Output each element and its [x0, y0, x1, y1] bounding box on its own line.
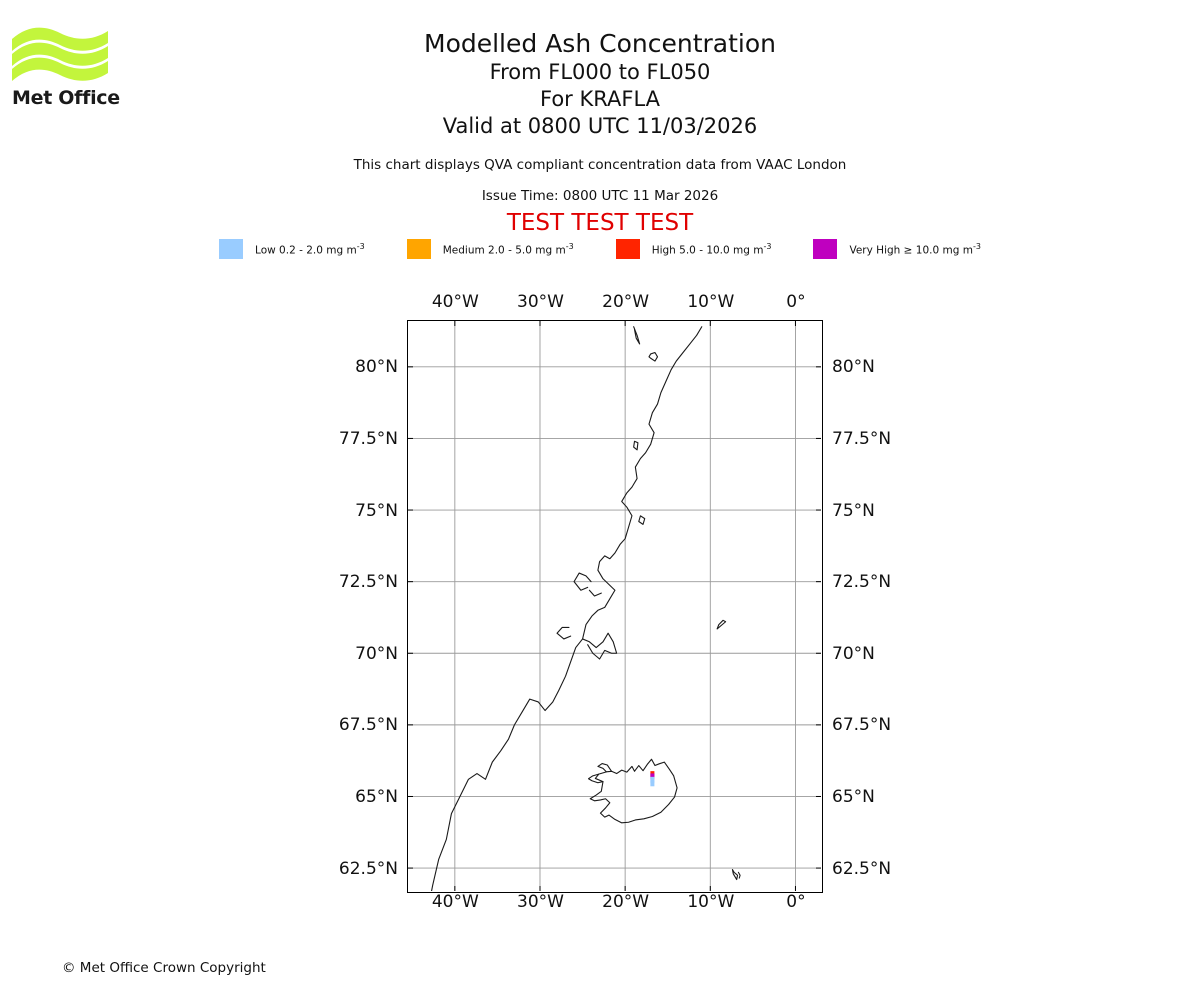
map-gridlines	[408, 321, 821, 891]
map-canvas	[408, 321, 821, 891]
met-office-wave-icon	[12, 27, 108, 81]
map-plot-frame	[407, 320, 823, 893]
lat-tick-label-left: 77.5°N	[338, 428, 398, 449]
legend-label-high: High 5.0 - 10.0 mg m-3	[651, 241, 772, 257]
ash-cell-very-high	[650, 773, 655, 780]
lon-tick-label-top: 0°	[786, 292, 806, 312]
lon-tick-label-bottom: 10°W	[687, 892, 735, 912]
coastline-path	[648, 351, 659, 362]
legend-item-medium: Medium 2.0 - 5.0 mg m-3	[406, 239, 574, 259]
legend-label-very-high: Very High ≥ 10.0 mg m-3	[849, 241, 981, 257]
concentration-legend: Low 0.2 - 2.0 mg m-3 Medium 2.0 - 5.0 mg …	[0, 239, 1200, 259]
coastline-path	[633, 326, 641, 345]
legend-item-very-high: Very High ≥ 10.0 mg m-3	[813, 239, 981, 259]
lat-tick-label-right: 77.5°N	[832, 428, 892, 449]
page-title: Modelled Ash Concentration	[424, 29, 776, 58]
coastline-path	[589, 758, 678, 824]
lat-tick-label-right: 65°N	[832, 786, 875, 807]
legend-swatch-very-high	[813, 239, 838, 259]
lon-tick-label-bottom: 20°W	[602, 892, 650, 912]
coastline-path	[573, 572, 592, 591]
lon-tick-label-top: 10°W	[687, 292, 735, 312]
axis-ticks	[408, 321, 821, 891]
lon-tick-label-bottom: 30°W	[517, 892, 564, 912]
ash-concentration-layer	[650, 771, 655, 787]
coastline-path	[430, 632, 618, 891]
coastline-path	[582, 326, 703, 640]
legend-swatch-low	[219, 239, 244, 259]
qva-note: This chart displays QVA compliant concen…	[353, 157, 847, 173]
lat-tick-label-left: 80°N	[355, 357, 398, 378]
lat-tick-label-right: 75°N	[832, 500, 875, 521]
lat-tick-label-left: 72.5°N	[338, 572, 398, 593]
lat-tick-label-left: 75°N	[355, 500, 398, 521]
lon-tick-label-top: 20°W	[602, 292, 650, 312]
coastline-path	[737, 871, 741, 879]
coastline-path	[588, 589, 602, 597]
title-volcano: For KRAFLA	[540, 87, 660, 111]
title-flight-levels: From FL000 to FL050	[489, 60, 711, 84]
legend-swatch-high	[615, 239, 640, 259]
lat-tick-label-left: 70°N	[355, 643, 398, 664]
coastline-path	[716, 619, 727, 630]
test-banner: TEST TEST TEST	[506, 210, 694, 236]
legend-label-low: Low 0.2 - 2.0 mg m-3	[255, 241, 365, 257]
lon-tick-label-bottom: 0°	[786, 892, 806, 912]
issue-time: Issue Time: 0800 UTC 11 Mar 2026	[481, 188, 719, 204]
coastline-path	[633, 440, 639, 451]
lat-tick-label-right: 70°N	[832, 643, 875, 664]
coastline-path	[731, 868, 739, 881]
legend-swatch-medium	[406, 239, 431, 259]
lat-tick-label-left: 65°N	[355, 786, 398, 807]
lon-tick-label-top: 40°W	[431, 292, 479, 312]
subtitle-block: This chart displays QVA compliant concen…	[0, 156, 1200, 237]
legend-item-high: High 5.0 - 10.0 mg m-3	[615, 239, 772, 259]
lat-tick-label-left: 67.5°N	[338, 715, 398, 736]
map-container	[407, 320, 823, 893]
copyright-footer: © Met Office Crown Copyright	[62, 960, 266, 976]
coastline-path	[587, 773, 604, 784]
lat-tick-label-right: 80°N	[832, 357, 875, 378]
ash-cell-low	[650, 780, 655, 787]
ash-cell-low	[650, 776, 655, 783]
legend-item-low: Low 0.2 - 2.0 mg m-3	[219, 239, 365, 259]
lat-tick-label-right: 62.5°N	[832, 858, 892, 879]
lon-tick-label-top: 30°W	[517, 292, 564, 312]
coastline-path	[556, 626, 572, 640]
met-office-logo: Met Office	[12, 26, 122, 116]
lat-tick-label-left: 62.5°N	[338, 858, 398, 879]
met-office-logo-text: Met Office	[12, 87, 120, 109]
coastline-path	[597, 762, 613, 773]
lat-tick-label-right: 72.5°N	[832, 572, 892, 593]
title-valid-time: Valid at 0800 UTC 11/03/2026	[442, 114, 758, 138]
chart-title-block: Modelled Ash Concentration From FL000 to…	[0, 28, 1200, 140]
map-coastlines	[430, 326, 741, 891]
lon-tick-label-bottom: 40°W	[431, 892, 479, 912]
coastline-path	[638, 515, 646, 525]
legend-label-medium: Medium 2.0 - 5.0 mg m-3	[442, 241, 574, 257]
lat-tick-label-right: 67.5°N	[832, 715, 892, 736]
